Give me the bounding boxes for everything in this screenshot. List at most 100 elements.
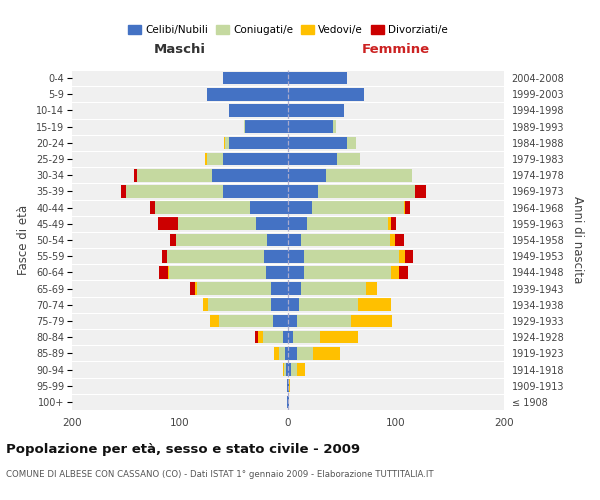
Legend: Celibi/Nubili, Coniugati/e, Vedovi/e, Divorziati/e: Celibi/Nubili, Coniugati/e, Vedovi/e, Di… (124, 21, 452, 39)
Bar (169, 266, 266, 278)
Bar (337, 152, 361, 166)
Bar (160, 266, 168, 278)
Bar (283, 331, 288, 344)
Bar (155, 202, 250, 214)
Bar (288, 266, 304, 278)
Bar (256, 218, 288, 230)
Bar (288, 185, 318, 198)
Bar (296, 363, 305, 376)
Bar (286, 363, 288, 376)
Bar (347, 136, 356, 149)
Bar (288, 152, 337, 166)
Bar (389, 234, 395, 246)
Bar (289, 380, 290, 392)
Bar (358, 298, 391, 311)
Bar (415, 185, 426, 198)
Bar (207, 88, 288, 101)
Bar (399, 266, 408, 278)
Bar (150, 202, 155, 214)
Bar (223, 152, 288, 166)
Bar (288, 314, 296, 328)
Bar (121, 185, 126, 198)
Bar (283, 363, 284, 376)
Bar (205, 152, 207, 166)
Bar (404, 250, 413, 262)
Bar (291, 363, 296, 376)
Bar (288, 363, 291, 376)
Bar (313, 347, 340, 360)
Bar (288, 169, 326, 181)
Bar (288, 380, 289, 392)
Bar (170, 234, 176, 246)
Bar (288, 331, 293, 344)
Bar (288, 218, 307, 230)
Bar (229, 136, 288, 149)
Bar (168, 266, 169, 278)
Bar (250, 202, 288, 214)
Bar (167, 250, 264, 262)
Bar (350, 314, 392, 328)
Bar (195, 282, 197, 295)
Bar (288, 104, 344, 117)
Bar (301, 282, 366, 295)
Bar (284, 363, 286, 376)
Text: Femmine: Femmine (362, 44, 430, 57)
Bar (399, 250, 404, 262)
Bar (208, 298, 271, 311)
Bar (296, 347, 313, 360)
Bar (304, 266, 391, 278)
Bar (293, 331, 320, 344)
Bar (126, 185, 223, 198)
Bar (288, 202, 312, 214)
Bar (288, 136, 347, 149)
Bar (203, 298, 208, 311)
Text: Maschi: Maschi (154, 44, 206, 57)
Bar (254, 331, 258, 344)
Bar (226, 136, 229, 149)
Bar (287, 380, 288, 392)
Bar (288, 88, 364, 101)
Bar (158, 218, 178, 230)
Bar (258, 331, 263, 344)
Bar (273, 314, 288, 328)
Y-axis label: Anni di nascita: Anni di nascita (571, 196, 584, 284)
Bar (274, 347, 280, 360)
Bar (223, 185, 288, 198)
Bar (288, 234, 301, 246)
Bar (190, 282, 195, 295)
Bar (224, 136, 226, 149)
Bar (301, 234, 389, 246)
Bar (288, 250, 304, 262)
Text: COMUNE DI ALBESE CON CASSANO (CO) - Dati ISTAT 1° gennaio 2009 - Elaborazione TU: COMUNE DI ALBESE CON CASSANO (CO) - Dati… (6, 470, 434, 479)
Bar (287, 396, 288, 408)
Bar (388, 218, 391, 230)
Bar (307, 218, 388, 230)
Bar (318, 185, 415, 198)
Bar (197, 282, 271, 295)
Bar (288, 396, 289, 408)
Bar (212, 169, 288, 181)
Bar (271, 298, 288, 311)
Bar (210, 314, 219, 328)
Bar (288, 282, 301, 295)
Bar (268, 234, 288, 246)
Bar (320, 331, 358, 344)
Bar (161, 250, 167, 262)
Bar (219, 314, 273, 328)
Bar (264, 250, 288, 262)
Bar (207, 152, 223, 166)
Bar (296, 314, 350, 328)
Bar (134, 169, 137, 181)
Bar (391, 218, 396, 230)
Bar (285, 347, 288, 360)
Bar (366, 282, 377, 295)
Bar (288, 120, 334, 133)
Bar (326, 169, 412, 181)
Bar (137, 169, 212, 181)
Bar (245, 120, 288, 133)
Bar (178, 218, 256, 230)
Bar (223, 72, 288, 85)
Bar (271, 282, 288, 295)
Bar (299, 298, 358, 311)
Bar (304, 250, 399, 262)
